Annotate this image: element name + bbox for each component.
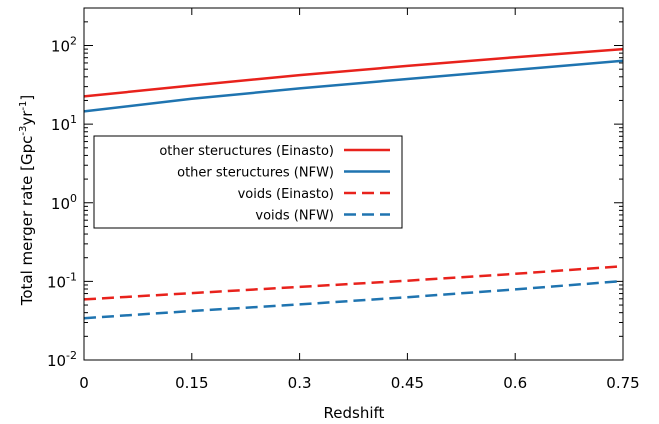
x-tick-label: 0.75 xyxy=(606,374,639,392)
series-line xyxy=(83,47,624,98)
y-axis-title-sup2: -1 xyxy=(18,101,29,111)
y-axis-title-mid: yr xyxy=(18,110,36,126)
y-tick-base: 10 xyxy=(51,116,70,134)
series-line xyxy=(83,59,624,113)
y-tick-base: 10 xyxy=(51,38,70,56)
plot-frame xyxy=(83,7,624,361)
y-tick-base: 10 xyxy=(47,273,66,291)
y-tick-exponent: -1 xyxy=(66,270,77,283)
y-tick-exponent: -2 xyxy=(66,349,77,362)
y-axis-title-sup1: -3 xyxy=(18,126,29,136)
legend-label: voids (Einasto) xyxy=(238,187,334,202)
x-tick-label: 0.3 xyxy=(288,374,312,392)
y-tick-label: 10-2 xyxy=(47,349,77,370)
y-tick-exponent: 2 xyxy=(70,35,77,48)
legend-label: voids (NFW) xyxy=(255,209,334,224)
y-axis-title-end: ] xyxy=(18,95,36,101)
y-tick-exponent: 0 xyxy=(70,192,77,205)
x-tick-label: 0.6 xyxy=(503,374,527,392)
series-line xyxy=(83,264,624,301)
y-tick-label: 102 xyxy=(51,35,77,56)
y-tick-label: 10-1 xyxy=(47,270,77,291)
y-tick-base: 10 xyxy=(47,352,66,370)
x-tick-label: 0.15 xyxy=(175,374,208,392)
y-tick-exponent: 1 xyxy=(70,113,77,126)
legend-box xyxy=(93,135,403,229)
y-axis-title: Total merger rate [Gpc-3yr-1] xyxy=(18,95,36,307)
x-tick-label: 0.45 xyxy=(391,374,424,392)
series-layer xyxy=(83,47,624,320)
x-axis-title: Redshift xyxy=(324,404,385,422)
series-line xyxy=(83,279,624,320)
y-axis-title-text: Total merger rate [Gpc xyxy=(18,136,36,307)
legend-label: other steructures (Einasto) xyxy=(159,144,334,159)
legend-label: other steructures (NFW) xyxy=(177,166,334,181)
y-tick-base: 10 xyxy=(51,195,70,213)
x-tick-label: 0 xyxy=(79,374,89,392)
y-tick-label: 100 xyxy=(51,192,77,213)
legend: other steructures (Einasto) other steruct… xyxy=(93,135,403,229)
y-tick-label: 101 xyxy=(51,113,77,134)
